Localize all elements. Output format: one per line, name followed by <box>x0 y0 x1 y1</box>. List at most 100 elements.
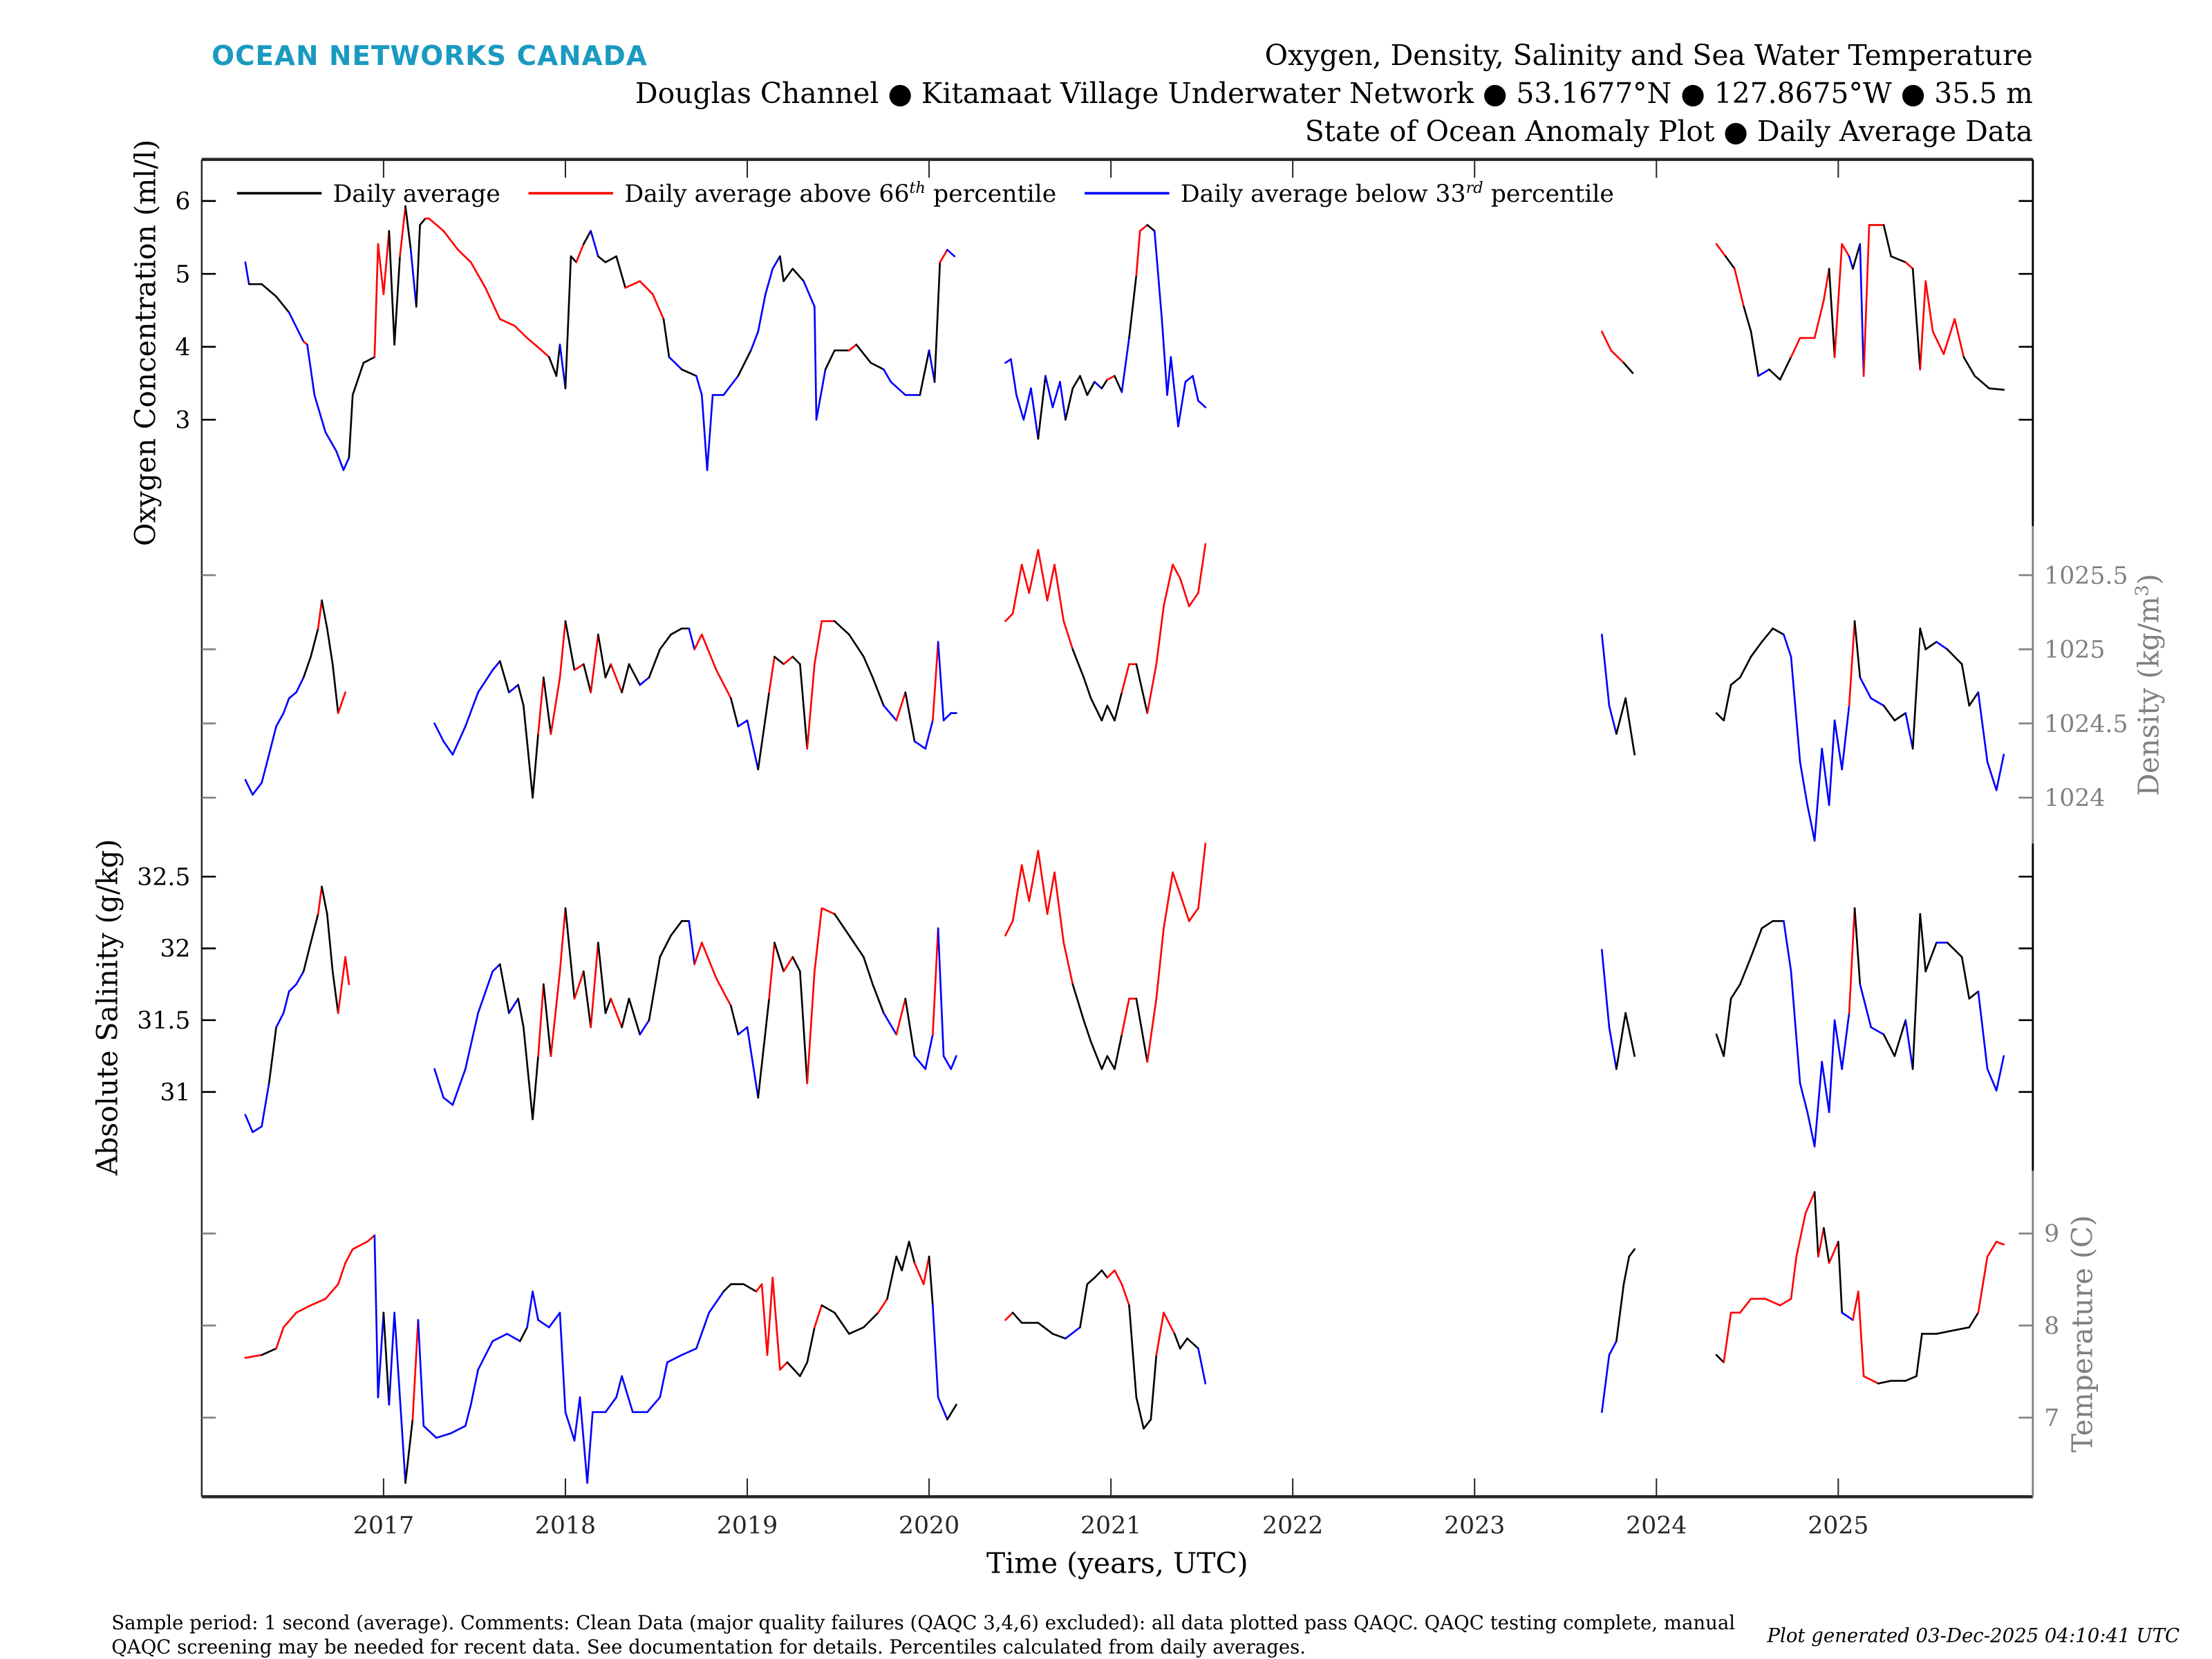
density-data-line-k <box>1089 697 1103 722</box>
temperature-data-line-r <box>922 1255 930 1286</box>
temperature-data-line-b <box>469 1369 479 1406</box>
density-data-line-k <box>863 655 874 679</box>
temperature-data-line-b <box>1608 1340 1618 1356</box>
temperature-data-line-k <box>1150 1353 1158 1421</box>
temperature-data-line-b <box>506 1333 521 1342</box>
oxygen-data-line-k <box>615 255 627 289</box>
density-data-line-k <box>848 633 865 658</box>
temperature-data-line-k <box>722 1283 732 1293</box>
salinity-data-line-b <box>1828 1019 1836 1114</box>
oxygen-data-line-b <box>757 293 767 332</box>
salinity-data-line-b <box>1995 1055 2005 1091</box>
salinity-data-line-b <box>942 1055 953 1070</box>
oxygen-data-line-k <box>662 318 671 358</box>
oxygen-data-line-k <box>415 224 421 308</box>
density-data-line-k <box>1761 627 1774 643</box>
temperature-data-line-b <box>680 1347 697 1356</box>
oxygen-data-line-b <box>1121 337 1130 393</box>
density-data-line-k <box>310 627 319 658</box>
density-data-line-b <box>913 740 927 750</box>
density-data-line-k <box>648 648 662 679</box>
density-data-line-b <box>1790 655 1801 763</box>
density-data-line-r <box>1011 563 1023 615</box>
oxygen-data-line-b <box>771 255 781 270</box>
temperature-data-line-b <box>1841 1311 1854 1321</box>
density-data-line-r <box>715 669 732 700</box>
density-data-line-k <box>904 691 916 742</box>
density-data-line-k <box>1730 676 1741 686</box>
density-data-line-b <box>295 676 305 693</box>
oxygen-data-line-k <box>388 229 395 346</box>
salinity-data-line-k <box>1946 941 1963 958</box>
density-data-line-k <box>1924 641 1938 650</box>
density-data-line-r <box>1155 605 1165 666</box>
oxygen-data-line-k <box>855 344 872 364</box>
salinity-data-line-r <box>317 885 323 915</box>
density-data-line-k <box>1114 691 1123 722</box>
temperature-data-line-r <box>913 1262 925 1286</box>
salinity-data-line-b <box>477 970 494 1014</box>
temperature-data-line-k <box>1968 1311 1980 1329</box>
salinity-data-line-k <box>774 941 785 973</box>
salinity-data-line-b <box>1833 1019 1844 1070</box>
salinity-data-line-r <box>1155 927 1165 1000</box>
temperature-data-line-k <box>518 1326 528 1342</box>
temperature-data-line-k <box>834 1311 850 1335</box>
density-data-line-r <box>1121 663 1130 693</box>
density-ytick-label: 1024 <box>2044 785 2105 812</box>
salinity-data-line-b <box>491 963 501 973</box>
temperature-data-line-k <box>1628 1248 1636 1258</box>
salinity-data-line-b <box>507 997 519 1014</box>
temperature-data-line-r <box>1977 1255 1989 1314</box>
temperature-data-line-r <box>1155 1311 1165 1356</box>
oxygen-data-line-b <box>1161 318 1168 396</box>
temperature-data-line-b <box>604 1396 617 1414</box>
salinity-data-line-k <box>670 920 683 937</box>
density-data-line-r <box>806 663 816 750</box>
oxygen-data-line-b <box>1059 381 1067 421</box>
salinity-data-line-b <box>1783 920 1792 973</box>
legend-label-k: Daily average <box>333 180 500 208</box>
density-data-line-r <box>693 633 703 650</box>
density-data-line-k <box>582 663 592 693</box>
salinity-data-line-k <box>1924 941 1938 973</box>
temperature-data-line-k <box>1143 1418 1152 1430</box>
oxygen-data-line-k <box>404 205 412 251</box>
salinity-data-line-k <box>1960 956 1971 1000</box>
salinity-data-line-r <box>1179 892 1190 922</box>
density-data-line-k <box>757 691 770 771</box>
salinity-data-line-b <box>1977 990 1989 1070</box>
density-data-line-k <box>1624 697 1636 756</box>
oxygen-data-line-b <box>244 261 250 285</box>
temperature-data-line-b <box>586 1411 594 1484</box>
oxygen-data-line-k <box>362 356 376 364</box>
density-data-line-b <box>1986 761 1998 791</box>
salinity-data-line-b <box>464 1012 479 1070</box>
salinity-data-line-k <box>791 956 801 973</box>
temperature-data-line-k <box>863 1311 879 1329</box>
density-data-line-k <box>1960 663 1971 707</box>
salinity-data-line-b <box>244 1114 254 1134</box>
oxygen-data-line-b <box>288 311 305 343</box>
salinity-data-line-r <box>1028 850 1040 902</box>
oxygen-data-line-k <box>1079 375 1089 396</box>
salinity-data-line-b <box>1790 970 1801 1085</box>
temperature-data-line-b <box>491 1333 508 1342</box>
x-tick-label: 2023 <box>1444 1512 1505 1539</box>
density-data-line-b <box>491 660 501 671</box>
density-data-line-k <box>1946 648 1963 666</box>
density-data-line-k <box>730 697 740 728</box>
density-data-line-r <box>814 620 823 666</box>
density-data-line-b <box>1977 691 1989 763</box>
oxygen-data-line-r <box>442 229 459 251</box>
salinity-data-line-b <box>1904 1019 1914 1070</box>
oxygen-axis-label: Oxygen Concentration (ml/l) <box>129 140 162 546</box>
temperature-data-line-k <box>1953 1326 1971 1331</box>
salinity-data-line-k <box>621 997 630 1029</box>
oxygen-ytick-label: 5 <box>175 261 190 288</box>
density-data-line-r <box>1179 577 1190 608</box>
temperature-ytick-label: 8 <box>2044 1313 2059 1340</box>
salinity-data-line-k <box>582 970 592 1029</box>
oxygen-data-line-r <box>1833 243 1844 358</box>
temperature-ytick-label: 7 <box>2044 1405 2059 1432</box>
